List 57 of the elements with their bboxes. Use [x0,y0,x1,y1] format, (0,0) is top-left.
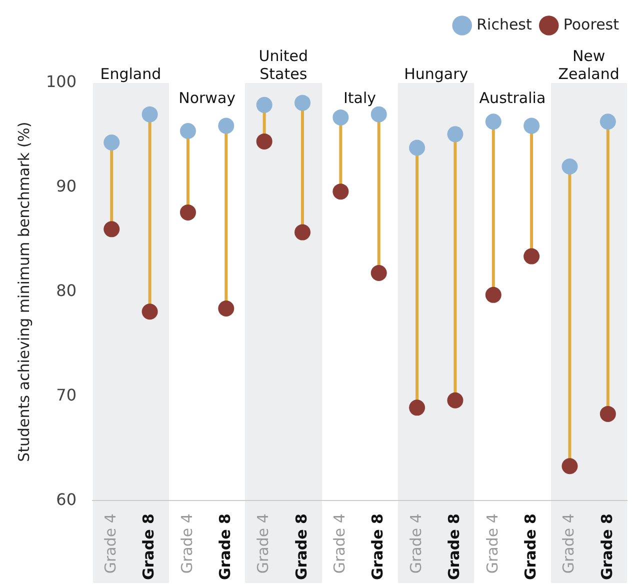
x-tick-label: Grade 8 [368,514,387,580]
point [104,134,120,151]
y-axis-title: Students achieving minimum benchmark (%) [14,122,33,462]
point [180,204,196,220]
point [524,118,540,134]
annotation: United States [258,46,308,83]
point [600,406,616,422]
point [256,96,272,113]
annotation: Hungary [404,64,468,83]
point [485,114,502,130]
point [294,224,311,240]
point [409,400,426,416]
annotation: Australia [479,88,546,107]
y-tick-label: 60 [56,490,77,509]
x-tick-label: Grade 8 [521,514,540,580]
point [447,392,464,408]
legend-label: Poorest [563,15,620,34]
x-tick-label: Grade 4 [330,514,349,574]
point [562,158,578,175]
point [332,109,349,126]
x-tick-label: Grade 8 [445,514,464,580]
point [524,248,540,264]
point [332,184,349,200]
annotation: England [100,64,162,83]
point [180,123,196,140]
point [256,133,272,150]
x-tick-label: Grade 4 [102,514,120,574]
x-tick-label: Grade 8 [598,514,616,580]
point [218,300,234,317]
point [294,94,311,111]
y-tick-label: 100 [46,72,77,92]
point [218,118,234,134]
y-tick-label: 80 [56,280,77,300]
point [142,304,158,320]
point [562,458,578,474]
annotation: Italy [343,88,376,107]
x-tick-label: Grade 4 [483,514,502,574]
annotation: Norway [178,88,236,107]
x-tick-label: Grade 8 [292,514,310,580]
point [485,286,502,303]
point [104,221,120,238]
x-tick-label: Grade 4 [254,514,272,574]
legend-label: Richest [476,15,532,34]
annotation: New Zealand [558,46,620,83]
point [409,140,426,156]
y-tick-label: 90 [56,176,77,196]
point [370,106,387,122]
x-tick-label: Grade 8 [140,514,158,580]
x-tick-label: Grade 8 [216,514,234,580]
y-tick-label: 70 [56,385,77,404]
point [447,126,464,142]
x-tick-label: Grade 4 [178,514,196,574]
x-tick-label: Grade 4 [560,514,578,574]
x-tick-label: Grade 4 [406,514,425,574]
point [600,114,616,130]
point [370,265,387,282]
point [142,106,158,122]
